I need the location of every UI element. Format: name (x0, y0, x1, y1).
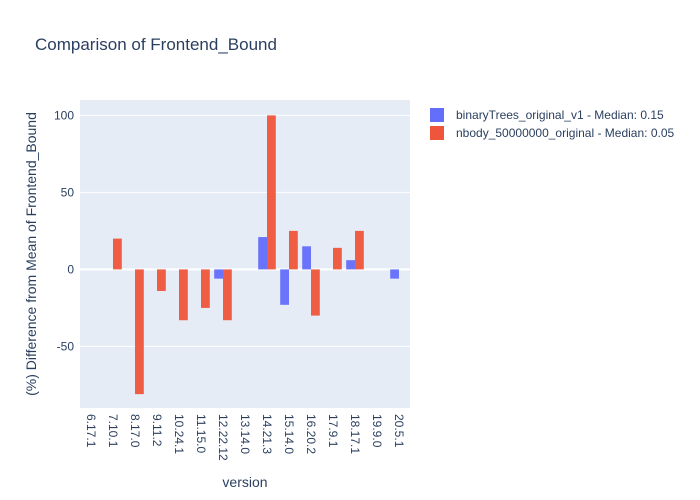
bar-nbody-14.21.3[interactable] (267, 115, 276, 270)
bar-binarytrees-12.22.12[interactable] (214, 269, 223, 279)
bar-nbody-18.17.1[interactable] (355, 230, 364, 270)
bar-nbody-16.20.2[interactable] (311, 269, 320, 316)
chart-title: Comparison of Frontend_Bound (35, 35, 277, 54)
y-tick-label: 50 (61, 185, 75, 199)
y-tick-label: 100 (54, 108, 74, 122)
x-tick-label: 20.5.1 (392, 414, 406, 448)
x-tick-label: 6.17.1 (84, 414, 98, 448)
x-tick-label: 8.17.0 (128, 414, 142, 448)
x-tick-label: 19.9.0 (370, 414, 384, 448)
bar-nbody-10.24.1[interactable] (179, 269, 188, 321)
x-tick-label: 11.15.0 (194, 414, 208, 453)
bar-binarytrees-16.20.2[interactable] (302, 246, 311, 270)
y-axis-title: (%) Difference from Mean of Frontend_Bou… (23, 112, 39, 396)
x-tick-label: 13.14.0 (238, 414, 252, 454)
legend-swatch (430, 108, 444, 122)
x-tick-label: 17.9.1 (326, 414, 340, 448)
y-tick-label: 0 (67, 262, 74, 276)
x-tick-label: 18.17.1 (348, 414, 362, 454)
legend-item[interactable]: nbody_50000000_original - Median: 0.05 (430, 126, 674, 140)
x-tick-label: 10.24.1 (172, 414, 186, 454)
legend-label: nbody_50000000_original - Median: 0.05 (456, 126, 674, 140)
y-axis-ticks: -50 0 50 100 (54, 108, 74, 353)
x-tick-label: 16.20.2 (304, 414, 318, 454)
x-tick-label: 15.14.0 (282, 414, 296, 454)
bar-binarytrees-20.5.1[interactable] (390, 269, 399, 279)
legend-item[interactable]: binaryTrees_original_v1 - Median: 0.15 (430, 108, 664, 122)
bars (113, 115, 399, 395)
bar-nbody-7.10.1[interactable] (113, 238, 122, 270)
bar-nbody-12.22.12[interactable] (223, 269, 232, 321)
legend-label: binaryTrees_original_v1 - Median: 0.15 (456, 108, 664, 122)
legend-swatch (430, 126, 444, 140)
bar-binarytrees-18.17.1[interactable] (346, 260, 355, 270)
legend[interactable]: binaryTrees_original_v1 - Median: 0.15 nb… (430, 108, 674, 140)
x-axis-ticks: 6.17.1 7.10.1 8.17.0 9.11.2 10.24.1 11.15.0 12… (84, 414, 406, 461)
bar-nbody-15.14.0[interactable] (289, 230, 298, 270)
x-tick-label: 12.22.12 (216, 414, 230, 461)
bar-nbody-8.17.0[interactable] (135, 269, 144, 395)
bar-nbody-9.11.2[interactable] (157, 269, 166, 291)
bar-nbody-17.9.1[interactable] (333, 247, 342, 270)
x-tick-label: 9.11.2 (150, 414, 164, 447)
x-axis-title: version (222, 474, 267, 490)
x-tick-label: 7.10.1 (106, 414, 120, 448)
bar-binarytrees-14.21.3[interactable] (258, 237, 267, 270)
bar-nbody-11.15.0[interactable] (201, 269, 210, 308)
x-tick-label: 14.21.3 (260, 414, 274, 454)
bar-binarytrees-15.14.0[interactable] (280, 269, 289, 305)
y-tick-label: -50 (57, 339, 75, 353)
